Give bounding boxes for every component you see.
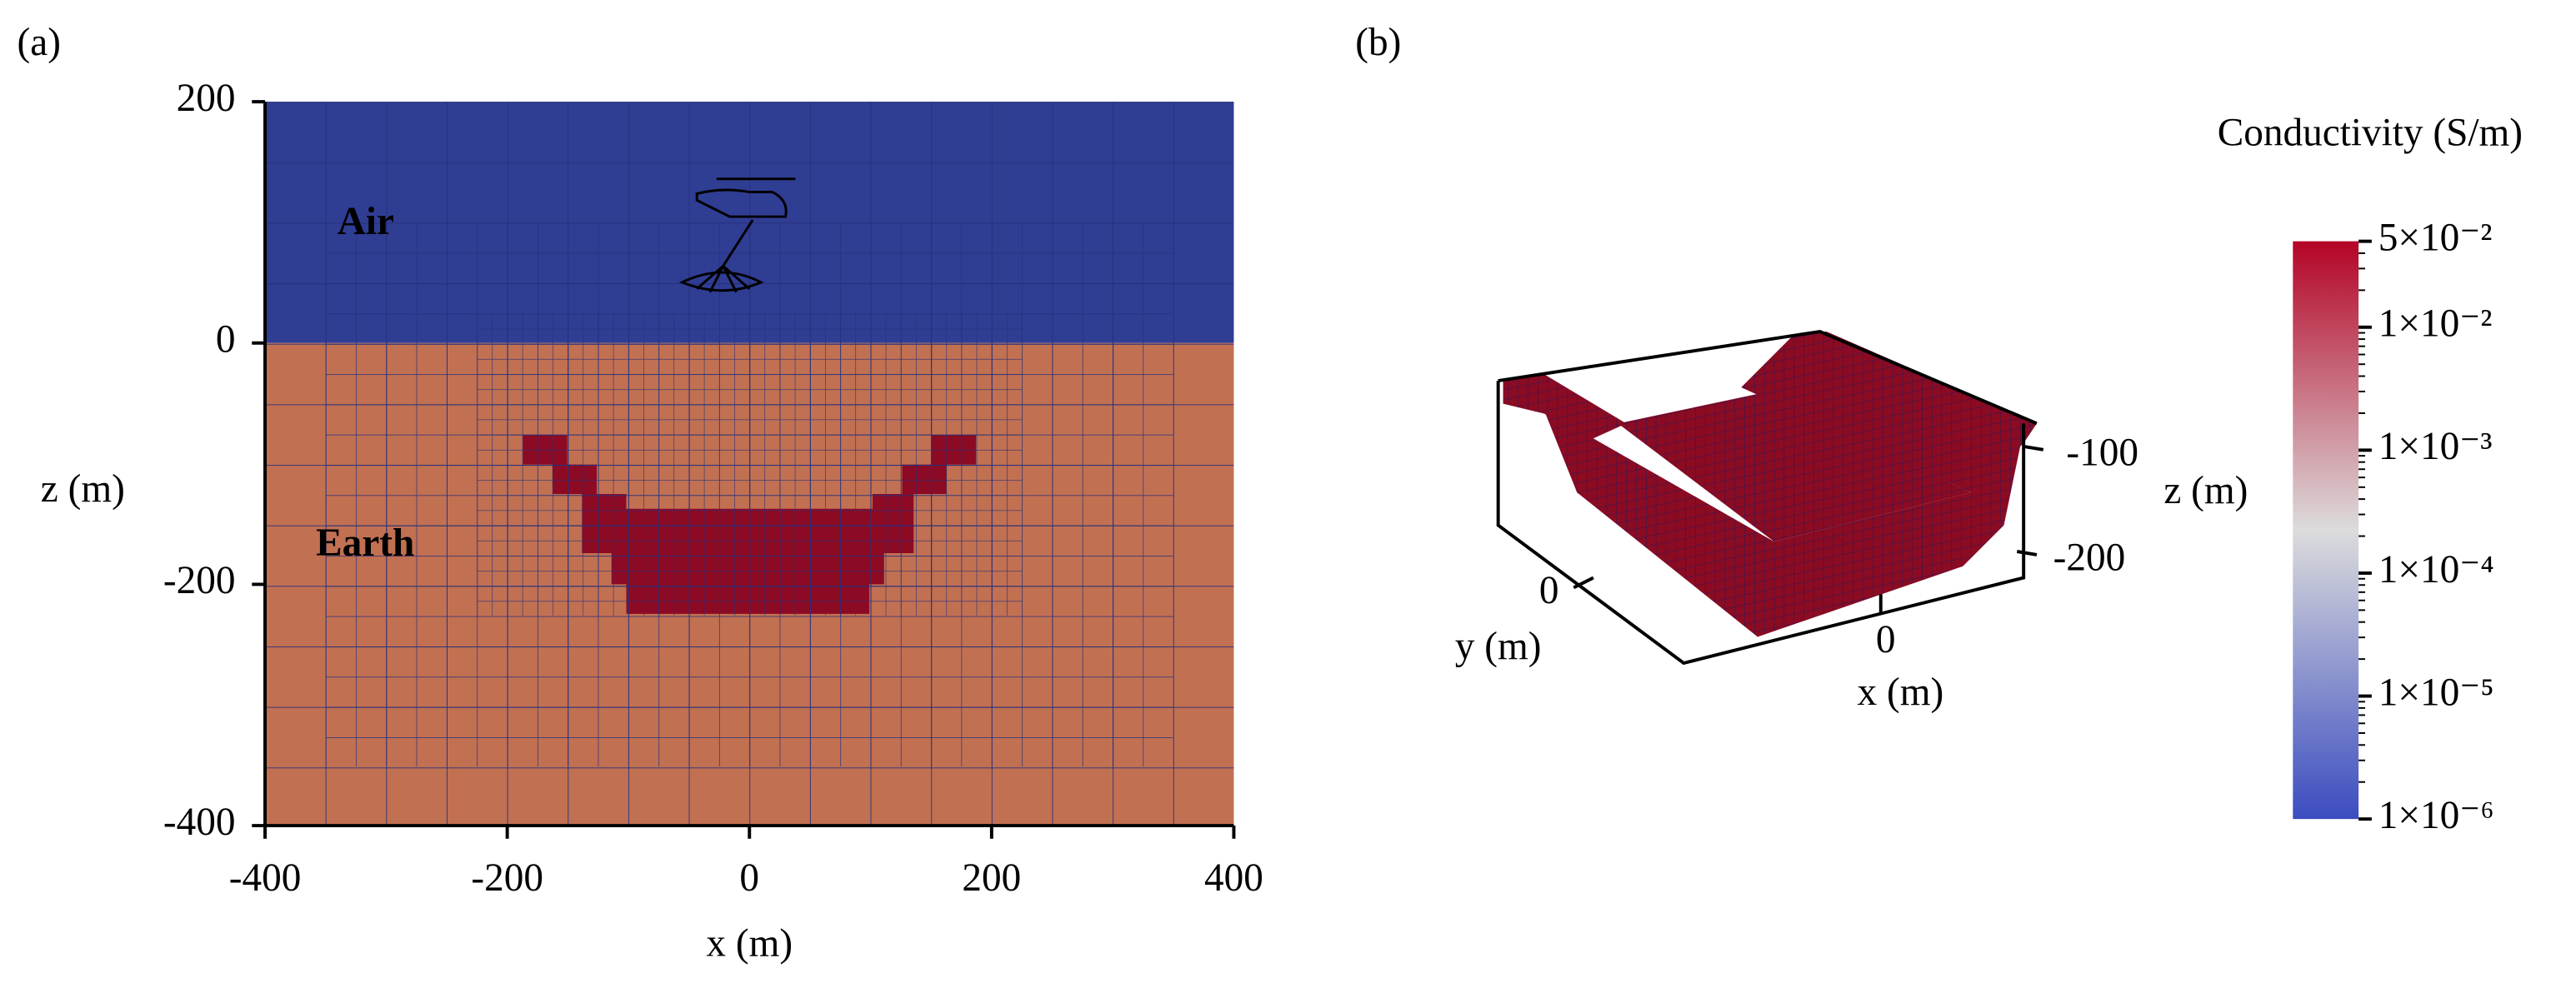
x-tick-label: 0: [1876, 618, 1896, 661]
y-axis-label: y (m): [1455, 625, 1542, 668]
z-tick-label: -100: [2066, 432, 2138, 475]
colorbar-tick-label: 1×10⁻²: [2378, 302, 2493, 346]
voxel-floor: [1618, 393, 1972, 542]
box-frame: [1496, 329, 2038, 666]
z-tick-label: -200: [2053, 536, 2126, 580]
annotation: Air: [338, 200, 394, 243]
x-tick-label: -200: [471, 856, 543, 900]
y-tick-label: 0: [216, 318, 236, 362]
helicopter: [678, 177, 796, 293]
colorbar-tick-label: 1×10⁻³: [2378, 425, 2493, 468]
y-axis-label: z (m): [41, 467, 125, 511]
panel-label: (b): [1355, 21, 1401, 64]
y-tick-label: -200: [163, 559, 236, 602]
colorbar-tick-label: 1×10⁻⁶: [2378, 794, 2494, 837]
y-tick: [1573, 576, 1594, 590]
colorbar-title: Conductivity (S/m): [2218, 111, 2523, 154]
z-tick: [2016, 550, 2038, 556]
y-tick-label: 0: [1539, 569, 1559, 612]
y-tick-label: 200: [177, 77, 236, 120]
colorbar-tick-label: 1×10⁻⁵: [2378, 671, 2494, 714]
y-tick-label: -400: [163, 801, 236, 844]
z-axis-label: z (m): [2163, 469, 2248, 512]
colorbar: [2293, 241, 2359, 820]
annotation: Earth: [316, 521, 414, 565]
panel-label: (a): [18, 21, 61, 64]
voxel-shelf: [1503, 374, 1627, 441]
x-axis-label: x (m): [1858, 671, 1944, 714]
x-tick-label: -400: [229, 856, 302, 900]
voxel-front: [1543, 410, 2024, 637]
x-axis-label: x (m): [706, 922, 793, 966]
colorbar-tick-label: 5×10⁻²: [2378, 216, 2493, 259]
x-tick-label: 400: [1204, 856, 1263, 900]
x-tick-label: 0: [739, 856, 759, 900]
colorbar-tick-label: 1×10⁻⁴: [2378, 548, 2494, 591]
fine-grid: [477, 313, 1023, 616]
voxel-ridges: [1741, 331, 2037, 493]
x-tick-label: 200: [962, 856, 1021, 900]
voxel-panel: [1496, 329, 2038, 666]
mesh-panel: [265, 102, 1234, 826]
z-tick: [2023, 444, 2044, 452]
